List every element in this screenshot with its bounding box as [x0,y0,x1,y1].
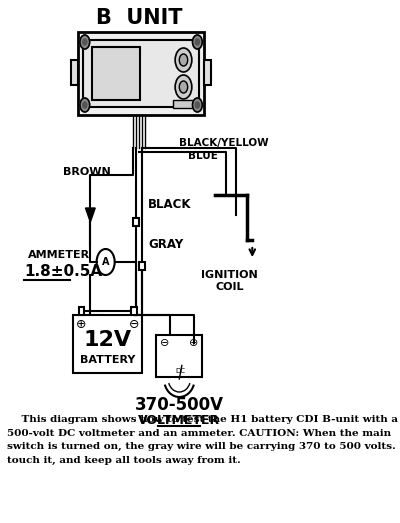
Circle shape [80,98,90,112]
Text: BLUE: BLUE [188,151,218,161]
Text: touch it, and keep all tools away from it.: touch it, and keep all tools away from i… [7,456,241,464]
Bar [84,40,199,107]
Text: 500-volt DC voltmeter and an ammeter. CAUTION: When the main: 500-volt DC voltmeter and an ammeter. CA… [7,428,391,438]
Text: A: A [102,257,109,267]
Bar [73,315,142,373]
Bar [92,47,140,100]
Bar [78,307,84,315]
Circle shape [179,54,188,66]
Bar [204,60,211,85]
Bar [173,100,192,108]
Bar [139,262,144,270]
Text: ⊕: ⊕ [76,319,86,332]
Text: 12V: 12V [84,330,132,350]
Circle shape [175,48,192,72]
Text: BLACK: BLACK [148,199,192,211]
Circle shape [192,98,202,112]
Text: B  UNIT: B UNIT [96,8,182,28]
Bar [156,335,202,377]
Text: AMMETER: AMMETER [28,250,90,260]
Circle shape [83,39,87,45]
Text: 1.8±0.5A: 1.8±0.5A [24,265,102,279]
Text: GRAY: GRAY [148,238,183,252]
Text: BROWN: BROWN [62,167,110,177]
Circle shape [195,102,200,108]
Circle shape [80,35,90,49]
Circle shape [175,75,192,99]
Bar [71,60,78,85]
Text: IGNITION
COIL: IGNITION COIL [201,270,258,292]
Text: switch is turned on, the gray wire will be carrying 370 to 500 volts. Don’t: switch is turned on, the gray wire will … [7,442,400,451]
Bar [78,32,204,115]
Circle shape [195,39,200,45]
Text: ⊖: ⊖ [160,338,170,348]
Text: BATTERY: BATTERY [80,355,136,365]
Text: ⊕: ⊕ [189,338,198,348]
Bar [134,218,139,226]
Text: DC: DC [176,368,186,374]
Text: VOLTMETER: VOLTMETER [138,415,220,427]
Text: This diagram shows how to test the H1 battery CDI B-unit with a: This diagram shows how to test the H1 ba… [7,415,398,424]
Polygon shape [86,208,95,222]
Circle shape [83,102,87,108]
Bar [131,307,137,315]
Text: BLACK/YELLOW: BLACK/YELLOW [179,138,269,148]
Text: ⊖: ⊖ [129,319,139,332]
Text: 370-500V: 370-500V [135,396,224,414]
Circle shape [179,81,188,93]
Circle shape [192,35,202,49]
